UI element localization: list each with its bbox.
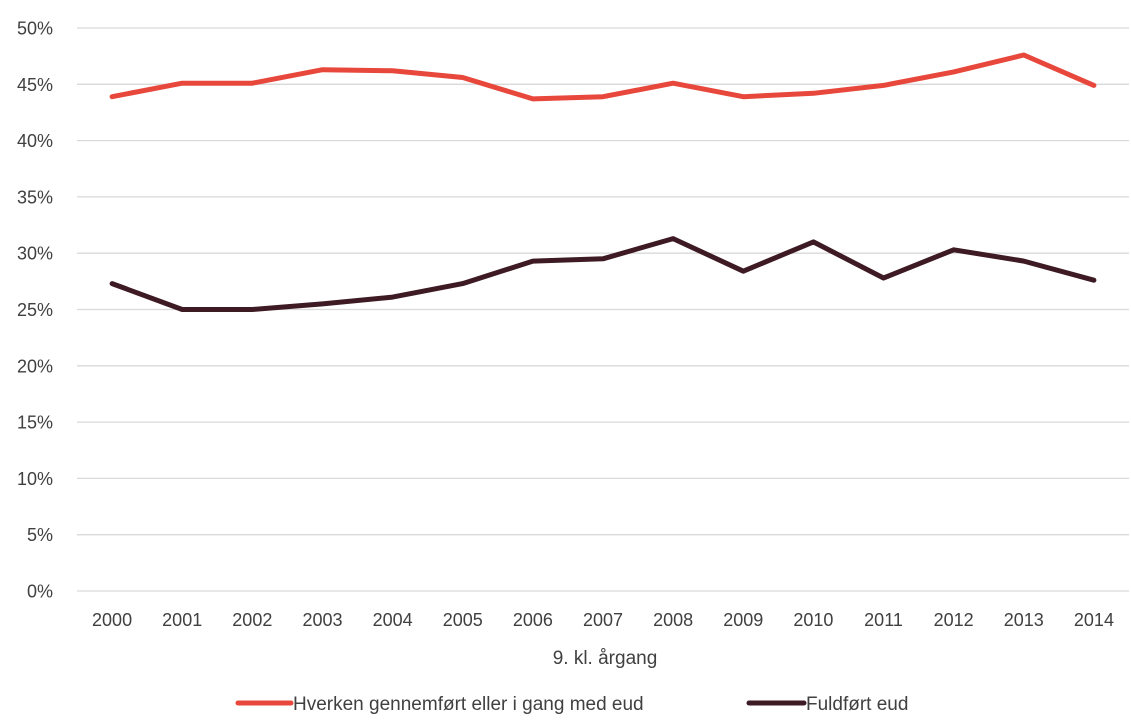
x-tick-label: 2005: [443, 610, 483, 630]
y-tick-label: 50%: [17, 19, 53, 39]
legend: Hverken gennemført eller i gang med eud F…: [238, 694, 908, 715]
x-tick-label: 2007: [583, 610, 623, 630]
y-tick-label: 15%: [17, 413, 53, 433]
x-tick-label: 2001: [162, 610, 202, 630]
x-tick-label: 2012: [934, 610, 974, 630]
series-line-2: [112, 239, 1094, 310]
x-tick-label: 2006: [513, 610, 553, 630]
y-tick-label: 10%: [17, 469, 53, 489]
x-tick-label: 2002: [232, 610, 272, 630]
y-tick-label: 30%: [17, 244, 53, 264]
legend-item: Fuldført eud: [749, 694, 908, 715]
x-tick-label: 2003: [302, 610, 342, 630]
x-tick-label: 2004: [373, 610, 413, 630]
legend-label: Fuldført eud: [806, 694, 908, 715]
legend-label: Hverken gennemført eller i gang med eud: [293, 694, 644, 715]
y-tick-label: 25%: [17, 300, 53, 320]
x-tick-label: 2000: [92, 610, 132, 630]
x-tick-label: 2011: [864, 610, 903, 630]
x-tick-label: 2013: [1004, 610, 1044, 630]
x-tick-label: 2009: [723, 610, 763, 630]
series-lines: [112, 55, 1094, 310]
x-tick-label: 2008: [653, 610, 693, 630]
y-tick-label: 20%: [17, 356, 53, 376]
y-tick-label: 5%: [27, 525, 53, 545]
x-axis-tick-labels: 2000 2001 2002 2003 2004 2005 2006 2007 2008 2009…: [92, 610, 1114, 630]
x-tick-label: 2014: [1074, 610, 1114, 630]
legend-item: Hverken gennemført eller i gang med eud: [238, 694, 644, 715]
y-tick-label: 45%: [17, 75, 53, 95]
y-axis-tick-labels: 0% 5% 10% 15% 20% 25% 30% 35% 40% 45% 50%: [17, 19, 53, 602]
y-tick-label: 0%: [27, 582, 53, 602]
x-tick-label: 2010: [793, 610, 833, 630]
y-tick-label: 35%: [17, 187, 53, 207]
y-tick-label: 40%: [17, 131, 53, 151]
x-axis-title: 9. kl. årgang: [553, 648, 658, 669]
series-line-1: [112, 55, 1094, 99]
